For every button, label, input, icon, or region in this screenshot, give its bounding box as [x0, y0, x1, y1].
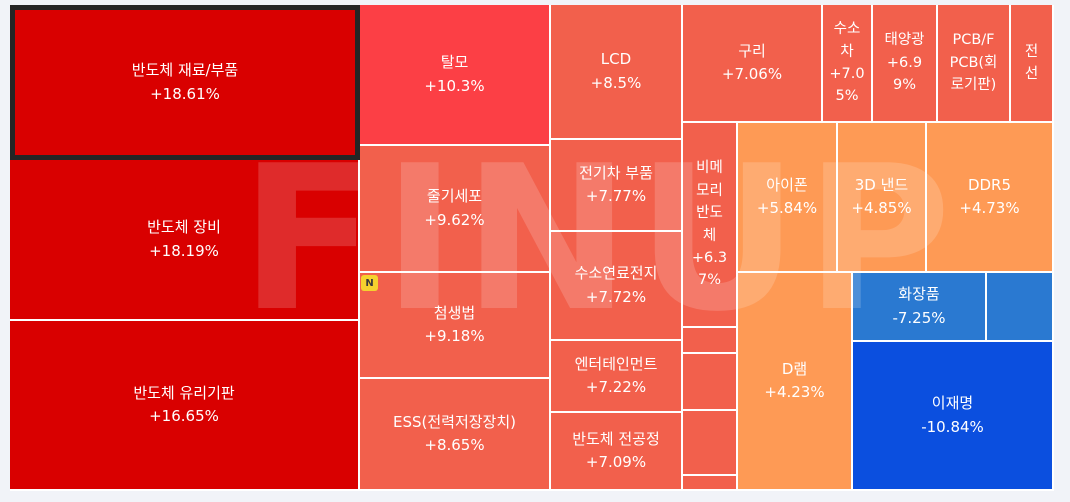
tile-label: 비메: [696, 160, 723, 177]
tile-ESS-전력저장장치-[interactable]: ESS(전력저장장치) +8.65%: [360, 379, 551, 491]
tile-탈모[interactable]: 탈모 +10.3%: [360, 5, 551, 146]
tile-label: 수소연료전지: [574, 264, 658, 283]
tile-label: 차: [840, 43, 854, 60]
tile-change: +7.77%: [585, 187, 647, 205]
tile-label: 반도: [696, 205, 723, 222]
tile-label: D램: [781, 359, 808, 378]
tile-반도체-유리기판[interactable]: 반도체 유리기판 +16.65%: [10, 321, 360, 491]
tile-label: 반도체 장비: [147, 218, 221, 237]
tile-change: 7%: [697, 272, 721, 289]
tile-change: +18.19%: [149, 241, 219, 260]
tile-반도체-장비[interactable]: 반도체 장비 +18.19%: [10, 160, 360, 321]
tile-label: 3D 낸드: [854, 175, 909, 194]
tile-label: DDR5: [967, 175, 1012, 194]
tile-label: LCD: [600, 50, 632, 69]
tile-label: 줄기세포: [426, 187, 483, 206]
tile-줄기세포[interactable]: 줄기세포 +9.62%: [360, 146, 551, 273]
tile-label: 구리: [738, 41, 766, 60]
tile-change: -7.25%: [892, 308, 946, 327]
tile-label: 선: [1024, 66, 1039, 82]
tile-반도체-전공정[interactable]: 반도체 전공정 +7.09%: [551, 413, 683, 491]
tile-label: 이재명: [931, 394, 974, 413]
tile-change: +7.0: [829, 66, 865, 82]
tile-change: +10.3%: [424, 76, 485, 95]
tile-label: 엔터테인먼트: [574, 354, 658, 373]
tile-label: 로기판): [950, 77, 997, 94]
tile-empty-26[interactable]: [683, 411, 738, 476]
tile-첨생법[interactable]: 첨생법 +9.18%: [360, 273, 551, 379]
tile-전기차-부품[interactable]: 전기차 부품 +7.77%: [551, 140, 683, 232]
tile-구리[interactable]: 구리 +7.06%: [683, 5, 823, 123]
tile-D램[interactable]: D램 +4.23%: [738, 273, 853, 491]
tile-태양광[interactable]: 태양광 +6.9 9%: [873, 5, 938, 123]
tile-change: +4.73%: [959, 199, 1020, 217]
tile-change: +7.09%: [585, 453, 647, 471]
tile-change: 5%: [835, 88, 859, 105]
tile-empty-30[interactable]: [987, 273, 1054, 342]
tile-label: 모리: [696, 182, 723, 199]
tile-DDR5[interactable]: DDR5 +4.73%: [927, 123, 1054, 273]
tile-change: +9.62%: [424, 210, 485, 229]
tile-화장품[interactable]: 화장품 -7.25%: [853, 273, 987, 342]
tile-label: 반도체 전공정: [572, 429, 660, 448]
tile-label: 반도체 유리기판: [133, 383, 235, 402]
tile-label: 전: [1024, 43, 1039, 60]
tile-수소연료전지[interactable]: 수소연료전지 +7.72%: [551, 232, 683, 341]
tile-반도체-재료-부품[interactable]: 반도체 재료/부품 +18.61%: [10, 5, 360, 160]
tile-change: +7.22%: [585, 378, 647, 396]
tile-change: +7.06%: [721, 65, 783, 83]
tile-label: 체: [702, 227, 717, 244]
tile-엔터테인먼트[interactable]: 엔터테인먼트 +7.22%: [551, 341, 683, 413]
tile-change: -10.84%: [921, 417, 984, 436]
tile-label: 수소: [833, 21, 861, 38]
tile-아이폰[interactable]: 아이폰 +5.84%: [738, 123, 838, 273]
tile-empty-25[interactable]: [683, 354, 738, 411]
tile-label: 아이폰: [766, 175, 808, 194]
tile-empty-24[interactable]: [683, 328, 738, 354]
tile-label: ESS(전력저장장치): [392, 412, 517, 431]
tile-label: 화장품: [898, 285, 940, 304]
tile-change: +18.61%: [150, 84, 220, 103]
tile-LCD[interactable]: LCD +8.5%: [551, 5, 683, 140]
tile-change: +9.18%: [424, 327, 485, 345]
tile-change: +7.72%: [585, 287, 647, 306]
tile-change: +6.3: [691, 249, 728, 266]
new-badge: N: [361, 275, 378, 291]
tile-label: 첨생법: [433, 303, 476, 322]
tile-label: PCB/F: [952, 32, 995, 49]
tile-change: +4.85%: [851, 199, 912, 217]
tile-change: +8.65%: [424, 436, 485, 454]
tile-3D-낸드[interactable]: 3D 낸드 +4.85%: [838, 123, 927, 273]
tile-label: 탈모: [440, 53, 469, 72]
tile-empty-27[interactable]: [683, 476, 738, 491]
tile-label: 태양광: [884, 32, 925, 49]
tile-change: +8.5%: [590, 73, 642, 92]
tile-이재명[interactable]: 이재명 -10.84%: [853, 342, 1054, 491]
tile-change: +4.23%: [764, 383, 825, 401]
tile-label: 전기차 부품: [579, 163, 653, 182]
tile-change: +6.9: [886, 54, 923, 71]
tile-label: 반도체 재료/부품: [131, 61, 239, 80]
tile-change: 9%: [892, 77, 916, 94]
tile-label: PCB(회: [949, 54, 998, 71]
tile-change: +5.84%: [756, 199, 818, 217]
tile-change: +16.65%: [149, 407, 219, 425]
